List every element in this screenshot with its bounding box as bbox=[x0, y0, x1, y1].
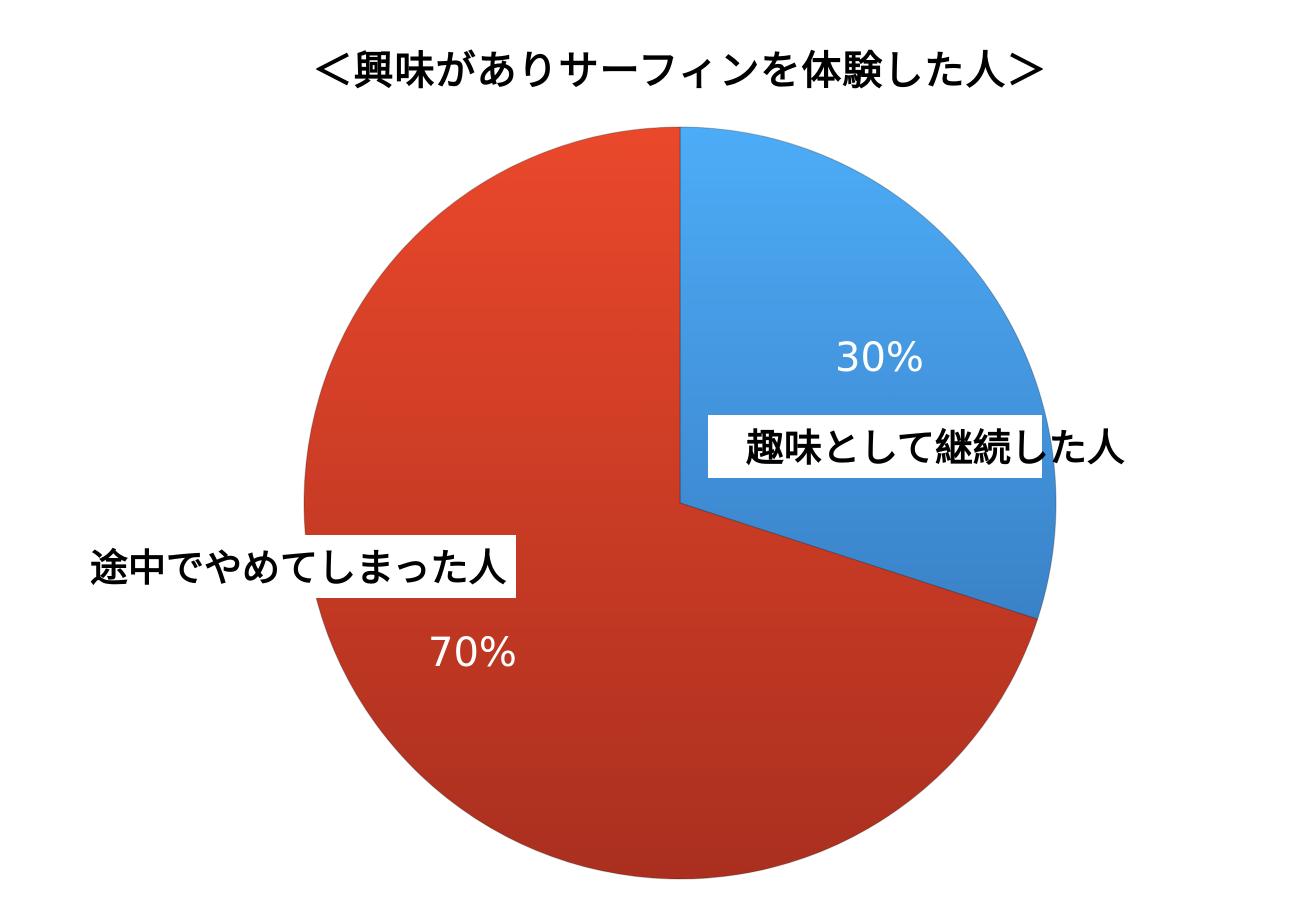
slice-label-text: 趣味として継続した人 bbox=[708, 415, 1125, 478]
slice-label-quit: 途中でやめてしまった人 bbox=[86, 535, 517, 598]
chart-title: ＜興味がありサーフィンを体験した人＞ bbox=[312, 48, 1048, 94]
slice-value-quit: 70% bbox=[428, 630, 517, 676]
pie-slice-1 bbox=[679, 126, 1057, 620]
slice-value-continued: 30% bbox=[835, 335, 924, 381]
slice-label-continued: 趣味として継続した人 bbox=[708, 415, 1125, 478]
pie-slice-2 bbox=[303, 126, 1039, 880]
